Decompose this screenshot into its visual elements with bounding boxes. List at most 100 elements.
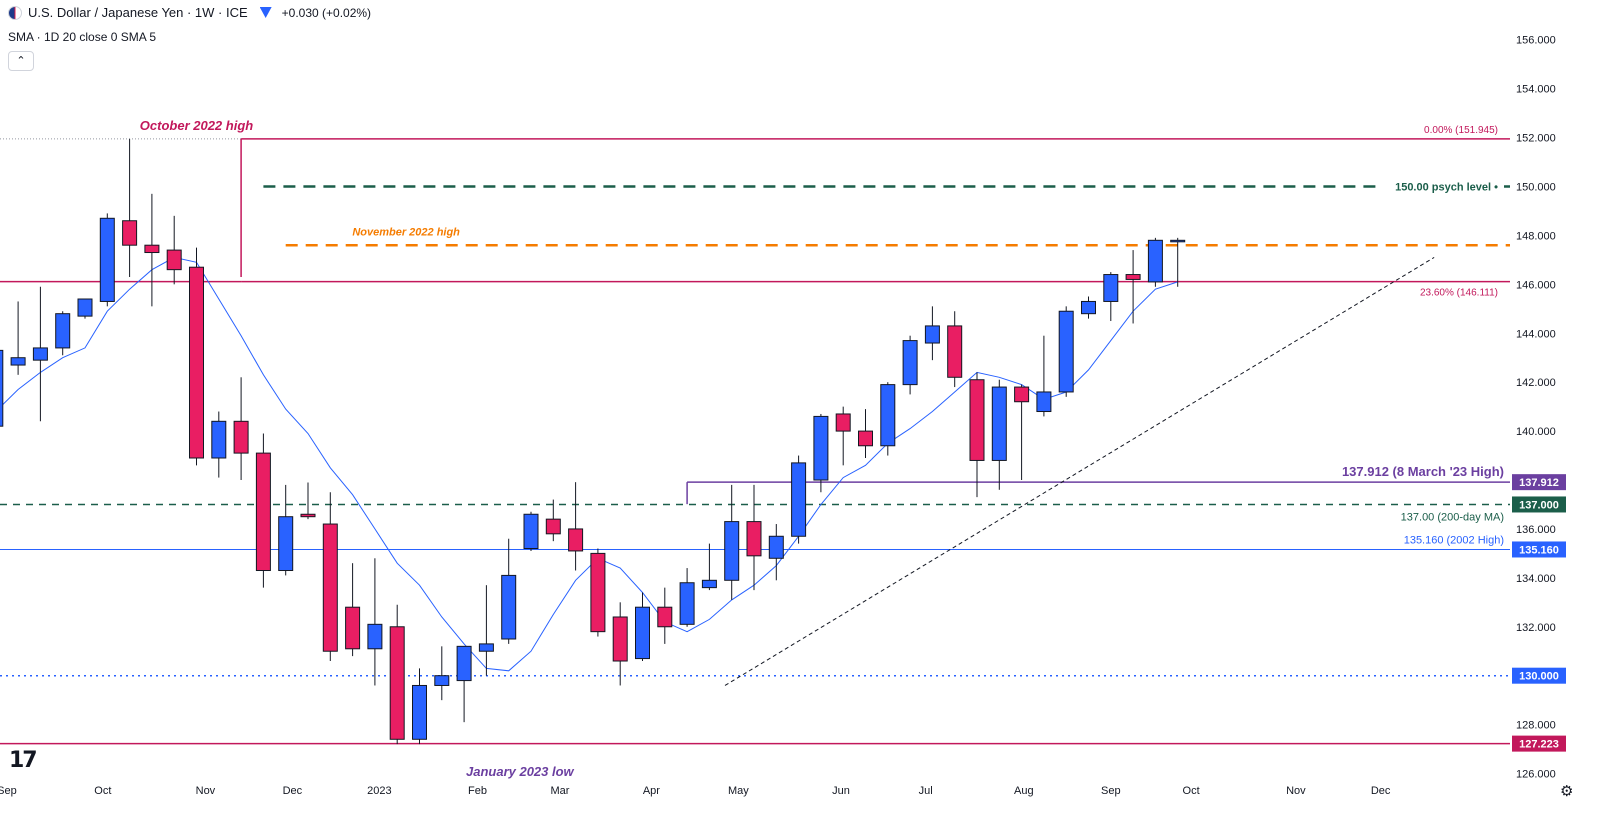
candle[interactable] (456, 645, 472, 723)
candle[interactable] (902, 335, 918, 395)
candle[interactable] (969, 372, 985, 498)
price-label-bg (1512, 735, 1566, 752)
indicator-legend[interactable]: SMA · 1D 20 close 0 SMA 5 (8, 30, 156, 44)
candle[interactable] (389, 604, 405, 745)
candle[interactable] (1036, 335, 1052, 417)
collapse-legend-button[interactable]: ⌃ (8, 51, 34, 71)
candle[interactable] (367, 558, 383, 686)
ma200-label: 137.00 (200-day MA) (1401, 511, 1504, 523)
candle[interactable] (345, 563, 361, 657)
candle[interactable] (523, 511, 539, 551)
candle[interactable] (835, 406, 851, 466)
candle[interactable] (99, 213, 115, 307)
price-axis-label: 137.000 (1512, 496, 1566, 513)
candle[interactable] (0, 349, 4, 436)
candle-body (32, 347, 48, 361)
candle[interactable] (947, 311, 963, 388)
candle-body (947, 325, 963, 378)
time-axis[interactable]: Sep Oct Nov Dec 2023 Feb Mar Apr May Jun Jul Aug Sep… (0, 785, 1391, 797)
x-tick-label: Nov (1286, 785, 1306, 797)
candle[interactable] (1147, 237, 1163, 287)
y-tick-label: 152.000 (1516, 133, 1556, 145)
candle[interactable] (545, 499, 561, 542)
candle-body (55, 313, 71, 349)
candle[interactable] (77, 298, 93, 319)
candle-body (545, 518, 561, 535)
candle[interactable] (1081, 296, 1096, 319)
price-axis[interactable]: 126.000 128.000 130.000 132.000 134.000 136.0… (1512, 35, 1566, 781)
candle-body (501, 574, 517, 640)
candle[interactable] (55, 311, 71, 356)
candle[interactable] (322, 492, 338, 662)
x-tick-label: Oct (94, 785, 111, 797)
candle[interactable] (478, 585, 494, 676)
candle[interactable] (924, 306, 940, 361)
gear-icon[interactable]: ⚙ (1560, 783, 1574, 800)
candle-body (835, 413, 851, 432)
x-tick-label: May (728, 785, 749, 797)
candle[interactable] (32, 286, 48, 422)
symbol-header[interactable]: U.S. Dollar / Japanese Yen · 1W · ICE +0… (8, 5, 371, 20)
candle[interactable] (679, 568, 695, 627)
candle[interactable] (724, 484, 740, 600)
price-label-text: 130.000 (1519, 671, 1559, 683)
tradingview-logo-icon[interactable]: 17 (9, 748, 38, 773)
price-axis-label: 137.912 (1512, 474, 1566, 491)
candle[interactable] (1058, 306, 1074, 397)
sma-5-line (0, 256, 1178, 672)
candle-body (412, 684, 427, 740)
candle-body (746, 521, 762, 557)
fib-236-label: 23.60% (146.111) (1420, 288, 1498, 299)
candles[interactable] (0, 138, 1186, 745)
candle[interactable] (880, 382, 896, 456)
candle[interactable] (144, 193, 160, 307)
candle[interactable] (189, 247, 204, 466)
candle[interactable] (211, 411, 227, 478)
candle[interactable] (1014, 384, 1030, 481)
candle[interactable] (791, 455, 807, 544)
x-tick-label: Jun (832, 785, 850, 797)
candle[interactable] (300, 482, 316, 520)
candle-body (858, 430, 873, 447)
x-tick-label: Jul (919, 785, 933, 797)
candle[interactable] (701, 543, 717, 591)
symbol-title[interactable]: U.S. Dollar / Japanese Yen · 1W · ICE (28, 5, 248, 20)
sma-indicator-label[interactable]: SMA · 1D 20 close 0 SMA 5 (8, 30, 157, 44)
candle[interactable] (590, 548, 606, 637)
candle[interactable] (166, 215, 182, 285)
candle[interactable] (991, 379, 1007, 490)
x-tick-label: Apr (643, 785, 660, 797)
candle[interactable] (10, 301, 26, 375)
candle[interactable] (1170, 237, 1186, 287)
price-label-bg (1512, 474, 1566, 491)
candle[interactable] (858, 409, 873, 458)
candle[interactable] (1103, 272, 1119, 322)
y-tick-label: 154.000 (1516, 84, 1556, 96)
candle-body (1036, 391, 1052, 413)
candle[interactable] (568, 482, 584, 571)
x-tick-label: Mar (551, 785, 570, 797)
candle-body (612, 616, 628, 662)
y-tick-label: 136.000 (1516, 524, 1556, 536)
candle[interactable] (501, 538, 517, 644)
candle[interactable] (434, 646, 450, 701)
candle[interactable] (657, 587, 673, 644)
candle[interactable] (122, 138, 138, 277)
candle[interactable] (612, 602, 628, 686)
candle-body (144, 244, 160, 254)
candle[interactable] (813, 413, 829, 493)
candle[interactable] (768, 524, 784, 581)
candle[interactable] (278, 484, 294, 576)
candle-body (635, 606, 650, 660)
candle[interactable] (233, 377, 249, 481)
candle[interactable] (1125, 250, 1141, 324)
x-tick-label: Dec (1371, 785, 1391, 797)
market-status-icon[interactable] (259, 7, 272, 18)
candle[interactable] (412, 668, 427, 745)
candle[interactable] (746, 484, 762, 591)
candle-body (902, 340, 918, 386)
candle-body (701, 579, 717, 589)
candle[interactable] (635, 592, 650, 662)
candle[interactable] (255, 433, 271, 588)
